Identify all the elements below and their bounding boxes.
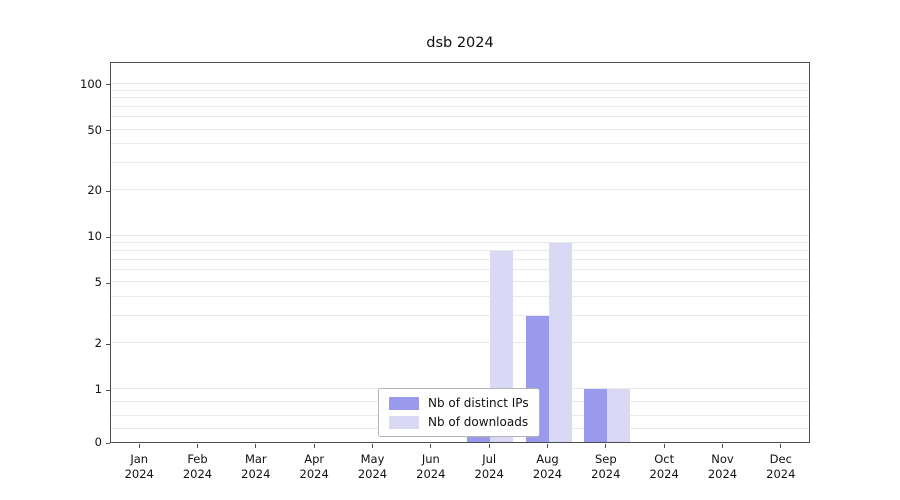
x-tick-mark [722,444,723,448]
gridline [111,258,809,260]
gridline [111,250,809,252]
x-tick-mark [605,444,607,448]
x-tick-label: Oct 2024 [649,452,679,481]
legend-item-downloads: Nb of downloads [389,415,529,429]
x-tick-label: Dec 2024 [766,452,796,481]
gridline [111,269,809,271]
x-tick-mark [197,444,198,448]
gridline [111,162,809,164]
y-tick-label: 0 [94,435,102,449]
x-tick-mark [372,444,373,448]
y-tick-label: 20 [87,183,102,198]
legend-label-downloads: Nb of downloads [428,415,529,429]
legend-swatch-distinct-ips [389,396,419,410]
gridline [111,128,809,130]
x-tick-label: Feb 2024 [182,452,213,481]
y-tick-label: 10 [87,229,102,244]
bar-downloads-sep [606,389,630,442]
gridline [111,89,809,91]
x-tick-mark [255,444,257,448]
x-tick-label: Jan 2024 [124,452,154,481]
gridline [111,82,809,84]
x-tick-label: Apr 2024 [299,452,329,481]
y-tick-label: 2 [94,336,102,350]
bar-distinct-ips-sep [583,389,607,442]
legend-label-distinct-ips: Nb of distinct IPs [428,396,529,410]
x-tick-mark [780,444,782,448]
x-tick-mark [547,444,548,448]
gridline [111,189,809,191]
y-tick-label: 100 [80,76,102,91]
y-tick-label: 50 [87,122,102,137]
y-tick-label: 5 [94,275,102,290]
x-tick-label: Mar 2024 [241,452,271,481]
x-tick-label: Jun 2024 [416,452,446,481]
x-tick-label: Sep 2024 [591,452,621,481]
x-tick-mark [663,444,665,448]
legend-swatch-downloads [389,415,419,429]
y-tick-label: 1 [94,382,102,396]
gridline [111,97,809,99]
gridline [111,106,809,108]
legend: Nb of distinct IPs Nb of downloads [378,388,540,437]
bar-downloads-aug [548,243,572,442]
x-tick-label: May 2024 [357,452,388,481]
x-tick-label: Aug 2024 [532,452,563,481]
gridline [111,235,809,237]
gridline [111,342,809,343]
chart-title: dsb 2024 [426,35,494,51]
gridline [111,143,809,145]
plot-area [110,62,810,443]
gridline [111,315,809,317]
x-tick-label: Nov 2024 [707,452,738,481]
gridline [111,296,809,298]
gridline [111,242,809,244]
legend-item-distinct-ips: Nb of distinct IPs [389,396,529,410]
x-tick-mark [313,444,315,448]
x-tick-mark [138,444,140,448]
gridline [111,281,809,283]
gridline [111,116,809,118]
x-tick-mark [488,444,490,448]
plot-wrap: 0 1 2 5 10 20 50 100 Jan 2024 Feb 2024 Mar 2024 Apr 20… [80,62,810,481]
x-tick-label: Jul 2024 [474,452,504,481]
x-tick-mark [430,444,432,448]
